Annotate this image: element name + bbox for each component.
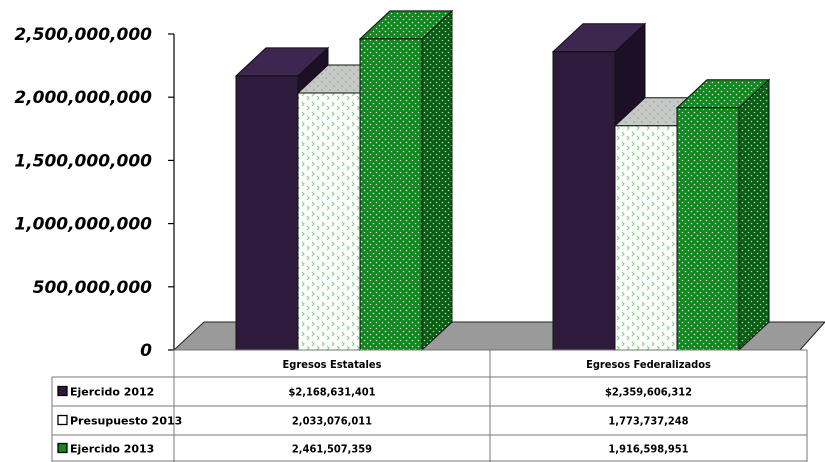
data-table: Egresos Estatales Egresos Federalizados Ej…	[51, 349, 808, 462]
table-row-label: Presupuesto 2013	[70, 415, 182, 428]
bar-side	[738, 78, 770, 352]
table-value-cell: 2,033,076,011	[292, 415, 372, 428]
bar-front	[676, 107, 740, 351]
bar-front	[297, 92, 361, 351]
bar-front	[235, 75, 299, 351]
bar-front	[614, 125, 678, 351]
table-row-label: Ejercido 2012	[70, 386, 154, 399]
bar-0-2	[358, 9, 454, 352]
y-tick-label: 2,500,000,000	[14, 25, 152, 45]
legend-key	[57, 442, 68, 454]
bar-front	[552, 51, 616, 351]
y-tick-label: 500,000,000	[33, 278, 153, 298]
legend-key	[57, 414, 68, 426]
bar-side	[421, 9, 453, 352]
legend-key	[57, 385, 68, 397]
y-tick-label: 2,000,000,000	[14, 88, 152, 108]
y-tick-label: 1,000,000,000	[14, 215, 152, 235]
table-header-cell: Egresos Estatales	[283, 358, 382, 371]
y-axis: 0 500,000,000 1,000,000,000 1,500,000,000 2,…	[14, 25, 175, 361]
bar-front	[359, 38, 423, 351]
bars	[234, 9, 771, 352]
table-header-cell: Egresos Federalizados	[586, 358, 711, 371]
table-value-cell: $2,359,606,312	[605, 386, 692, 399]
bar-1-2	[675, 78, 771, 352]
y-tick-label: 0	[140, 341, 152, 361]
table-row-label: Ejercido 2013	[70, 443, 154, 456]
table-value-cell: $2,168,631,401	[288, 386, 375, 399]
table-value-cell: 2,461,507,359	[292, 443, 372, 456]
y-tick-label: 1,500,000,000	[14, 151, 152, 171]
table-value-cell: 1,916,598,951	[608, 443, 688, 456]
table-value-cell: 1,773,737,248	[608, 415, 688, 428]
